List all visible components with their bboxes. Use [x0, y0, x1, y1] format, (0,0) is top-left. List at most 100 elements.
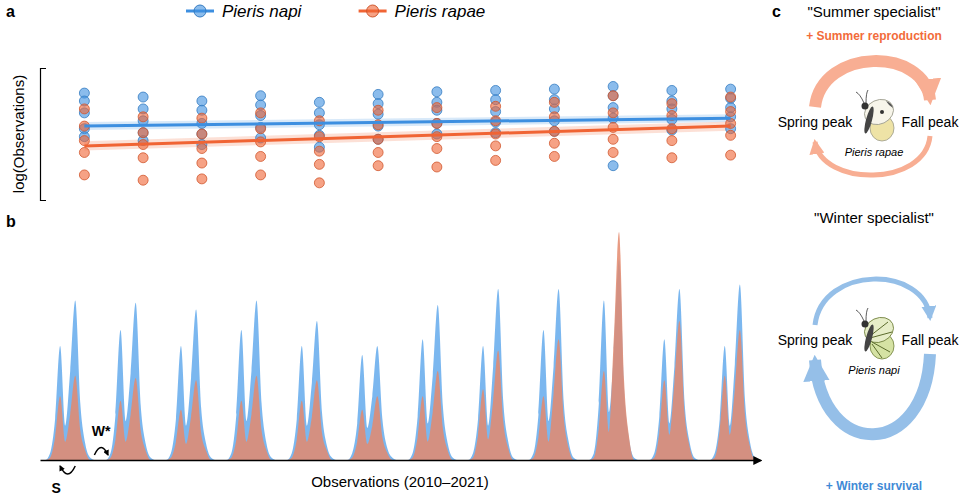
data-point: [432, 87, 442, 97]
data-point: [138, 112, 148, 122]
data-point: [138, 128, 148, 138]
antenna: [856, 308, 868, 321]
panel-a: log(Observations) Pieris napi Pieris rapae: [10, 2, 736, 201]
data-point: [314, 97, 324, 107]
panel-letter: b: [6, 213, 16, 230]
peak-label: Spring peak: [778, 114, 854, 130]
plot-area: [40, 232, 760, 460]
x-axis-title: Observations (2010–2021): [311, 473, 489, 490]
figure-container: abclog(Observations)Pieris napiPieris ra…: [0, 0, 971, 498]
data-point: [197, 129, 207, 139]
data-point: [197, 129, 207, 139]
species-label: Pieris napi: [848, 364, 900, 376]
legend-marker: [194, 5, 206, 17]
legend-marker: [367, 5, 379, 17]
x-axis: [41, 460, 761, 461]
area-series: [40, 232, 760, 460]
point-series: [79, 81, 735, 170]
panel-c: "Summer specialist" + Summer reproduction…: [778, 3, 960, 493]
data-point: [726, 130, 736, 140]
data-point: [726, 107, 736, 117]
y-axis-title: log(Observations): [10, 75, 27, 193]
data-point: [197, 174, 207, 184]
annotation-arrow: [60, 466, 75, 474]
data-point: [667, 85, 677, 95]
wing-vein: [872, 344, 882, 358]
data-point: [432, 118, 442, 128]
wing-tip: [886, 101, 893, 108]
data-point: [726, 150, 736, 160]
butterfly-icon: [856, 90, 898, 141]
data-point: [138, 128, 148, 138]
data-point: [549, 151, 559, 161]
data-point: [726, 92, 736, 102]
head: [862, 321, 869, 328]
data-point: [667, 99, 677, 109]
y-axis-line: [41, 69, 47, 201]
data-point: [608, 108, 618, 118]
data-point: [491, 85, 501, 95]
area-series: [40, 259, 760, 460]
cycle-title: "Winter specialist": [814, 209, 934, 226]
cycle-arrow-thick: [815, 61, 930, 107]
data-point: [432, 162, 442, 172]
data-point: [608, 147, 618, 157]
data-point: [314, 178, 324, 188]
antenna: [856, 90, 868, 103]
data-point: [138, 92, 148, 102]
peak-label: Spring peak: [778, 332, 854, 348]
data-point: [314, 146, 324, 156]
data-point: [373, 147, 383, 157]
wing-spot: [880, 110, 884, 114]
head: [862, 103, 869, 110]
legend-label: Pieris rapae: [395, 2, 486, 21]
data-point: [667, 136, 677, 146]
data-point: [138, 153, 148, 163]
data-point: [432, 144, 442, 154]
data-point: [373, 161, 383, 171]
data-point: [197, 113, 207, 123]
data-point: [549, 84, 559, 94]
peak-label: Fall peak: [902, 114, 960, 130]
data-point: [79, 147, 89, 157]
data-point: [256, 151, 266, 161]
data-point: [256, 170, 266, 180]
data-point: [432, 103, 442, 113]
figure-svg: abclog(Observations)Pieris napiPieris ra…: [0, 0, 971, 498]
fit-line: [84, 118, 730, 126]
data-point: [197, 96, 207, 106]
cycle-arrow-thin: [815, 279, 930, 325]
data-point: [608, 81, 618, 91]
data-point: [491, 101, 501, 111]
y-axis: [41, 69, 47, 201]
panel-letter: c: [772, 3, 781, 20]
annotation: W*: [92, 423, 111, 439]
point-series: [79, 91, 735, 188]
data-point: [608, 91, 618, 101]
legend-item: Pieris rapae: [359, 2, 486, 21]
data-point: [608, 134, 618, 144]
cycle-title: "Summer specialist": [807, 3, 940, 20]
data-point: [197, 158, 207, 168]
body: [862, 324, 875, 353]
plot-area: [79, 81, 735, 187]
legend-item: Pieris napi: [186, 2, 303, 21]
data-point: [491, 141, 501, 151]
data-point: [197, 144, 207, 154]
data-point: [549, 97, 559, 107]
data-point: [608, 91, 618, 101]
cycle-effect: + Summer reproduction: [806, 29, 942, 43]
data-point: [256, 91, 266, 101]
butterfly-icon: [856, 308, 898, 359]
data-point: [373, 105, 383, 115]
data-point: [549, 138, 559, 148]
cycle-effect: + Winter survival: [826, 479, 922, 493]
data-point: [314, 159, 324, 169]
data-point: [608, 161, 618, 171]
wing-vein: [870, 332, 892, 338]
data-point: [432, 118, 442, 128]
annotation-arrow: [94, 448, 108, 456]
data-point: [491, 155, 501, 165]
data-point: [79, 170, 89, 180]
species-label: Pieris rapae: [845, 146, 904, 158]
